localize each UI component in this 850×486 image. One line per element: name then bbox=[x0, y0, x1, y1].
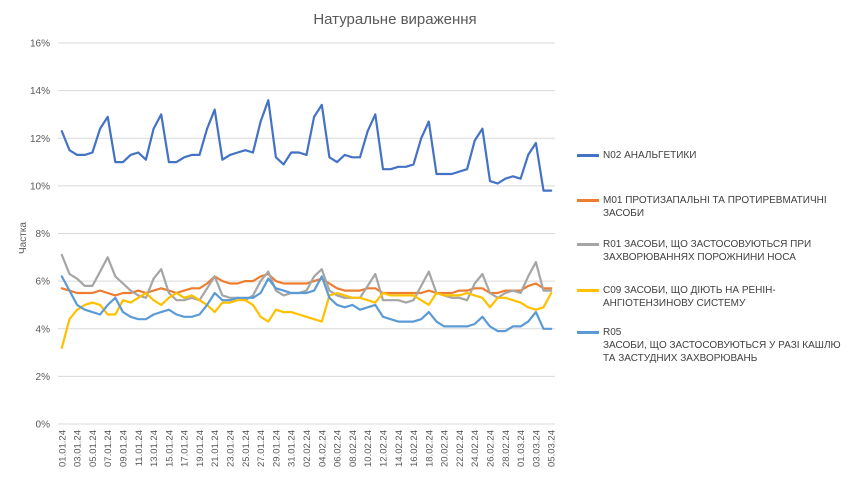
legend-swatch bbox=[577, 289, 599, 292]
series-line-5 bbox=[60, 275, 553, 333]
y-axis-ticks: 0% 2% 4% 6% 8% 10% 12% 14% 16% bbox=[30, 39, 50, 431]
y-tick-label: 2% bbox=[36, 372, 51, 383]
x-tick-label: 12.02.24 bbox=[378, 430, 389, 467]
legend-label: R01 ЗАСОБИ, ЩО ЗАСТОСОВУЮТЬСЯ ПРИ ЗАХВОР… bbox=[603, 239, 812, 263]
legend-item: R05 ЗАСОБИ, ЩО ЗАСТОСОВУЮТЬСЯ У РАЗІ КАШЛ… bbox=[577, 326, 847, 365]
y-tick-label: 12% bbox=[30, 134, 50, 145]
x-tick-label: 01.03.24 bbox=[516, 430, 527, 467]
legend-label: N02 АНАЛЬГЕТИКИ bbox=[603, 150, 697, 161]
x-tick-label: 05.03.24 bbox=[547, 430, 558, 467]
y-tick-label: 6% bbox=[36, 277, 51, 288]
legend-label: C09 ЗАСОБИ, ЩО ДІЮТЬ НА РЕНІН-АНГІОТЕНЗИ… bbox=[603, 285, 776, 309]
y-axis-label: Частка bbox=[18, 222, 29, 254]
legend-item: M01 ПРОТИЗАПАЛЬНІ ТА ПРОТИРЕВМАТИЧНІ ЗАС… bbox=[577, 194, 847, 220]
chart-title: Натуральне вираження bbox=[313, 11, 477, 28]
x-tick-label: 11.01.24 bbox=[134, 430, 145, 466]
x-tick-label: 28.02.24 bbox=[501, 430, 512, 467]
x-tick-label: 17.01.24 bbox=[180, 430, 191, 467]
y-tick-label: 0% bbox=[36, 420, 51, 431]
series-line-2 bbox=[60, 272, 553, 297]
legend-label: R05 ЗАСОБИ, ЩО ЗАСТОСОВУЮТЬСЯ У РАЗІ КАШЛ… bbox=[603, 327, 841, 364]
x-tick-label: 27.01.24 bbox=[256, 430, 267, 467]
legend-item: N02 АНАЛЬГЕТИКИ bbox=[577, 149, 847, 162]
y-tick-label: 8% bbox=[36, 229, 51, 240]
x-tick-label: 04.02.24 bbox=[317, 430, 328, 467]
x-tick-label: 29.01.24 bbox=[271, 430, 282, 467]
x-tick-label: 03.01.24 bbox=[73, 430, 84, 467]
legend-swatch bbox=[577, 243, 599, 246]
x-tick-label: 26.02.24 bbox=[486, 430, 497, 467]
legend-swatch bbox=[577, 199, 599, 202]
x-tick-label: 31.01.24 bbox=[287, 430, 298, 467]
x-tick-label: 21.01.24 bbox=[210, 430, 221, 467]
x-tick-label: 05.01.24 bbox=[88, 430, 99, 467]
x-tick-label: 25.01.24 bbox=[241, 430, 252, 467]
x-tick-label: 06.02.24 bbox=[333, 430, 344, 467]
x-tick-label: 02.02.24 bbox=[302, 430, 313, 467]
x-tick-label: 23.01.24 bbox=[226, 430, 237, 467]
x-tick-label: 16.02.24 bbox=[409, 430, 420, 467]
x-tick-label: 10.02.24 bbox=[363, 430, 374, 467]
x-tick-label: 18.02.24 bbox=[424, 430, 435, 467]
series-lines bbox=[60, 99, 553, 349]
x-axis-ticks: 01.01.24 03.01.24 05.01.24 07.01.24 09.01.24… bbox=[57, 430, 557, 467]
gridlines bbox=[58, 42, 555, 425]
x-tick-label: 15.01.24 bbox=[164, 430, 175, 467]
x-tick-label: 19.01.24 bbox=[195, 430, 206, 467]
series-line-1 bbox=[60, 99, 553, 192]
legend-item: R01 ЗАСОБИ, ЩО ЗАСТОСОВУЮТЬСЯ ПРИ ЗАХВОР… bbox=[577, 238, 847, 264]
y-tick-label: 4% bbox=[36, 324, 51, 335]
x-tick-label: 09.01.24 bbox=[118, 430, 129, 467]
x-tick-label: 07.01.24 bbox=[103, 430, 114, 467]
x-tick-label: 13.01.24 bbox=[149, 430, 160, 467]
series-line-4 bbox=[60, 291, 553, 349]
legend-item: C09 ЗАСОБИ, ЩО ДІЮТЬ НА РЕНІН-АНГІОТЕНЗИ… bbox=[577, 284, 847, 310]
x-tick-label: 03.03.24 bbox=[531, 430, 542, 467]
x-tick-label: 08.02.24 bbox=[348, 430, 359, 467]
x-tick-label: 14.02.24 bbox=[394, 430, 405, 467]
y-tick-label: 16% bbox=[30, 39, 50, 50]
y-tick-label: 10% bbox=[30, 181, 50, 192]
legend-swatch bbox=[577, 331, 599, 334]
x-tick-label: 24.02.24 bbox=[470, 430, 481, 467]
x-tick-label: 22.02.24 bbox=[455, 430, 466, 467]
legend-label: M01 ПРОТИЗАПАЛЬНІ ТА ПРОТИРЕВМАТИЧНІ ЗАС… bbox=[603, 195, 827, 219]
legend-swatch bbox=[577, 154, 599, 157]
y-tick-label: 14% bbox=[30, 86, 50, 97]
x-tick-label: 20.02.24 bbox=[440, 430, 451, 467]
x-tick-label: 01.01.24 bbox=[57, 430, 68, 467]
